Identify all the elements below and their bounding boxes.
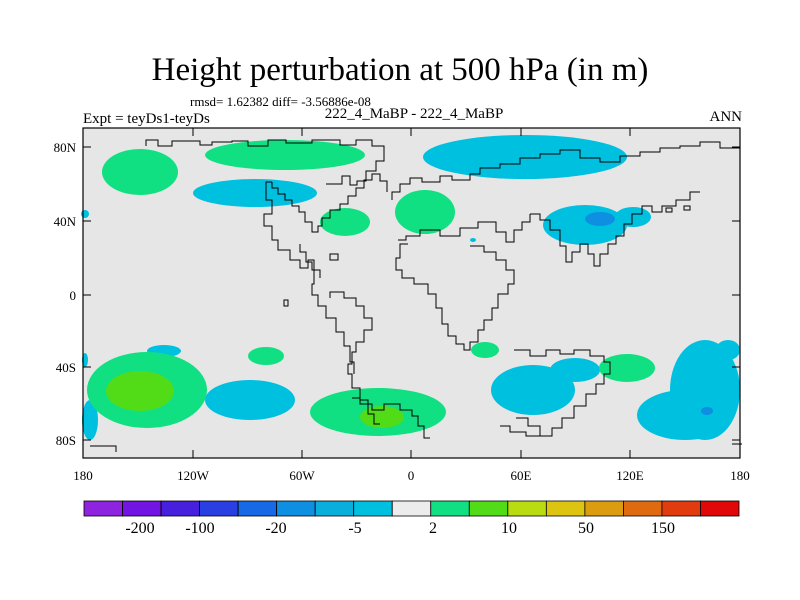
- colorbar-swatch: [430, 500, 470, 517]
- coastlines: [90, 139, 742, 452]
- colorbar-swatch: [700, 500, 740, 517]
- colorbar-swatch: [276, 500, 316, 517]
- colorbar-label: 10: [501, 520, 517, 537]
- colorbar-label: 2: [429, 520, 437, 537]
- lat-label-equator: 0: [70, 288, 77, 303]
- lon-label-120e: 120E: [616, 468, 644, 483]
- colorbar-swatch: [237, 500, 278, 517]
- colorbar-label: -20: [265, 520, 286, 537]
- colorbar-swatch: [391, 500, 432, 517]
- colorbar-swatch: [160, 500, 200, 517]
- colorbar-swatch: [83, 500, 123, 517]
- plot-title: Height perturbation at 500 hPa (in m): [151, 52, 649, 88]
- colorbar-swatch: [623, 500, 663, 517]
- colorbar-label: 150: [651, 520, 675, 537]
- lon-label-180w: 180: [73, 468, 93, 483]
- perturbation-contours: [81, 135, 740, 440]
- colorbar-swatch: [661, 500, 701, 517]
- colorbar-swatch: [122, 500, 162, 517]
- lon-label-0: 0: [408, 468, 415, 483]
- lat-label-40s: 40S: [56, 360, 76, 375]
- season-label: ANN: [709, 109, 743, 125]
- lon-label-180e: 180: [730, 468, 750, 483]
- case-label: 222_4_MaBP - 222_4_MaBP: [324, 106, 504, 122]
- colorbar-label: -100: [185, 520, 214, 537]
- lon-label-60e: 60E: [511, 468, 532, 483]
- colorbar-swatch: [468, 500, 509, 517]
- colorbar-label: -200: [125, 520, 154, 537]
- experiment-label: Expt = teyDs1-teyDs: [83, 111, 210, 127]
- colorbar: [83, 500, 740, 517]
- lat-label-80s: 80S: [56, 433, 76, 448]
- colorbar-swatch: [584, 500, 624, 517]
- colorbar-swatch: [507, 500, 547, 517]
- lon-label-120w: 120W: [177, 468, 210, 483]
- lat-label-80n: 80N: [54, 140, 77, 155]
- colorbar-swatch: [545, 500, 586, 517]
- lat-label-40n: 40N: [54, 214, 77, 229]
- colorbar-swatch: [314, 500, 355, 517]
- colorbar-label: 50: [578, 520, 594, 537]
- colorbar-swatch: [353, 500, 393, 517]
- rmsd-diff-stats: rmsd= 1.62382 diff= -3.56886e-08: [190, 94, 371, 109]
- colorbar-swatch: [199, 500, 239, 517]
- lon-label-60w: 60W: [289, 468, 315, 483]
- colorbar-label: -5: [348, 520, 361, 537]
